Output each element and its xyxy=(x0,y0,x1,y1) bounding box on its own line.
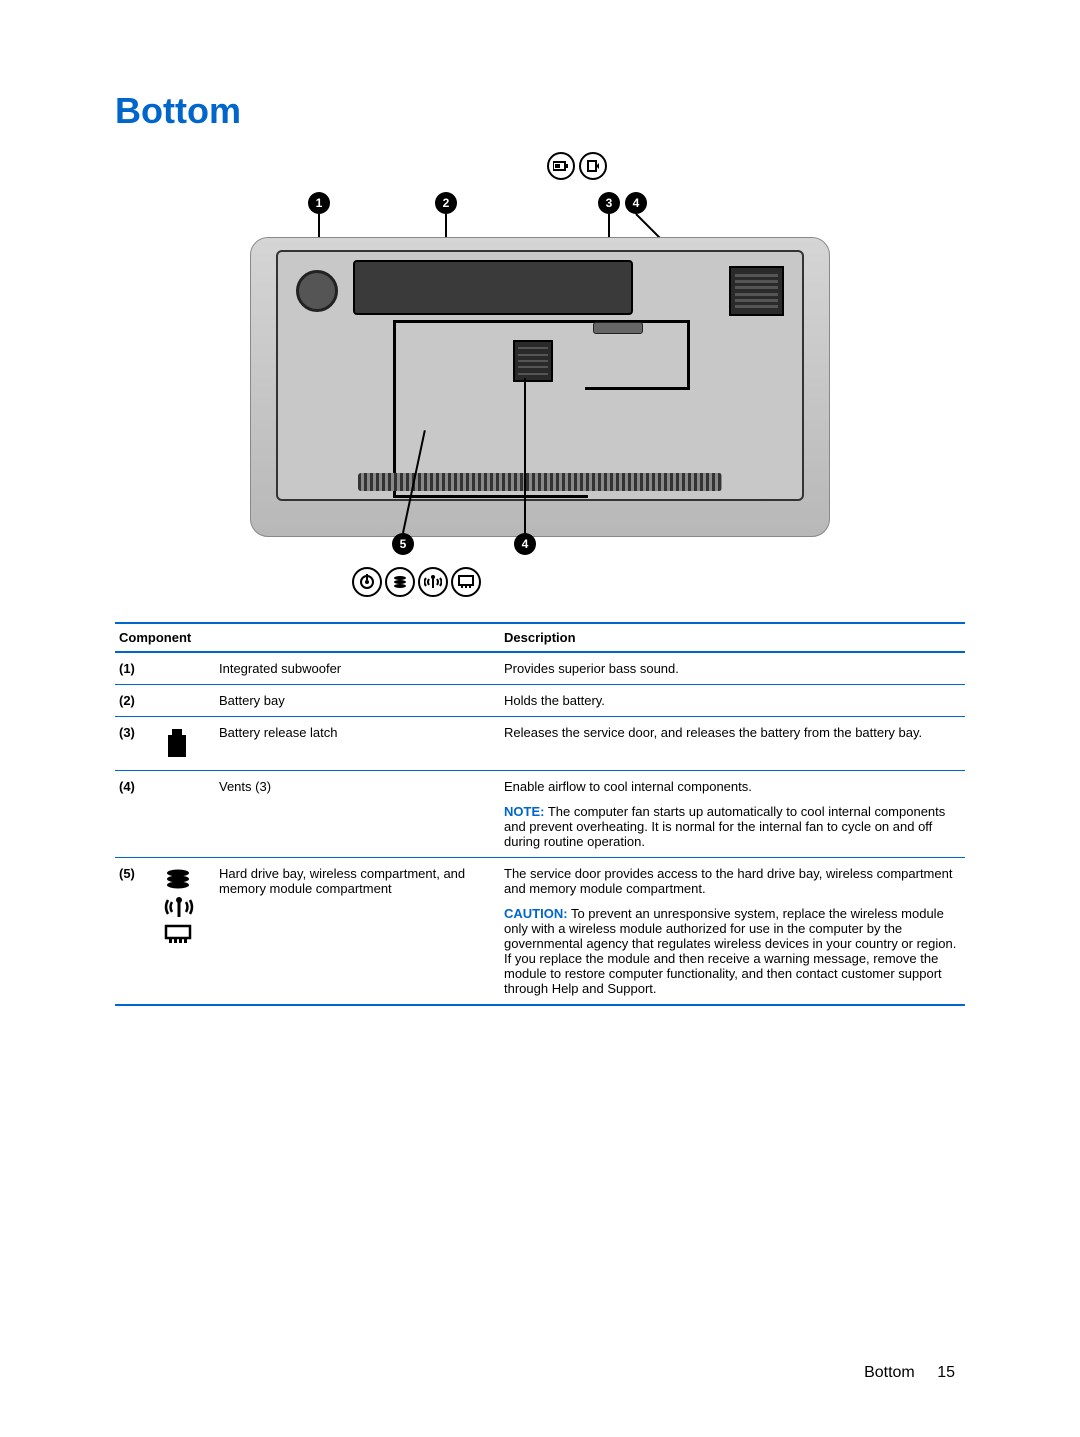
laptop-bottom-diagram: 1 2 3 4 5 4 xyxy=(240,152,840,597)
subwoofer-shape xyxy=(296,270,338,312)
row-component: Battery bay xyxy=(215,685,500,717)
row-description: The service door provides access to the … xyxy=(500,858,965,1006)
compartment-outline xyxy=(393,320,588,498)
component-table: Component Description (1) Integrated sub… xyxy=(115,622,965,1006)
wireless-icon xyxy=(418,567,448,597)
row-description: Provides superior bass sound. xyxy=(500,652,965,685)
table-row: (2) Battery bay Holds the battery. xyxy=(115,685,965,717)
drive-stack-icon xyxy=(385,567,415,597)
callout-line xyxy=(524,378,526,533)
memory-icon xyxy=(451,567,481,597)
laptop-base-panel xyxy=(276,250,804,501)
row-number: (3) xyxy=(115,717,160,771)
row-description: Releases the service door, and releases … xyxy=(500,717,965,771)
drive-stack-icon xyxy=(164,868,211,893)
row-number: (1) xyxy=(115,652,160,685)
row-description: Holds the battery. xyxy=(500,685,965,717)
footer-section: Bottom xyxy=(864,1364,915,1381)
vent-right xyxy=(729,266,784,316)
desc-text: Enable airflow to cool internal componen… xyxy=(504,779,961,794)
page-footer: Bottom 15 xyxy=(864,1364,955,1382)
row-icon-cell xyxy=(160,652,215,685)
note-block: NOTE: The computer fan starts up automat… xyxy=(504,804,961,849)
callout-5: 5 xyxy=(392,533,414,555)
callout-4: 4 xyxy=(625,192,647,214)
battery-latch-icon xyxy=(164,727,211,762)
callout-2: 2 xyxy=(435,192,457,214)
battery-bay-shape xyxy=(353,260,633,315)
bottom-icon-row xyxy=(352,567,481,597)
row-icon-cell xyxy=(160,858,215,1006)
table-header-row: Component Description xyxy=(115,623,965,652)
callout-3: 3 xyxy=(598,192,620,214)
page-title: Bottom xyxy=(115,90,965,132)
row-component: Vents (3) xyxy=(215,771,500,858)
table-row: (4) Vents (3) Enable airflow to cool int… xyxy=(115,771,965,858)
memory-icon xyxy=(164,924,211,947)
row-number: (4) xyxy=(115,771,160,858)
row-component: Integrated subwoofer xyxy=(215,652,500,685)
callout-1: 1 xyxy=(308,192,330,214)
diagram-container: 1 2 3 4 5 4 xyxy=(115,152,965,597)
desc-text: The service door provides access to the … xyxy=(504,866,961,896)
top-icon-row xyxy=(547,152,607,180)
battery-icon xyxy=(547,152,575,180)
vent-center xyxy=(513,340,553,382)
hdd-icon xyxy=(352,567,382,597)
footer-page-number: 15 xyxy=(937,1364,955,1381)
table-row: (3) Battery release latch Releases the s… xyxy=(115,717,965,771)
row-number: (5) xyxy=(115,858,160,1006)
callout-4b: 4 xyxy=(514,533,536,555)
caution-label: CAUTION: xyxy=(504,906,568,921)
note-label: NOTE: xyxy=(504,804,544,819)
header-description: Description xyxy=(500,623,965,652)
table-row: (5) Hard drive bay, wireless compartment… xyxy=(115,858,965,1006)
release-latch-shape xyxy=(593,322,643,334)
note-text: The computer fan starts up automatically… xyxy=(504,804,945,849)
row-icon-cell xyxy=(160,717,215,771)
wireless-icon xyxy=(164,895,211,922)
row-number: (2) xyxy=(115,685,160,717)
caution-text: To prevent an unresponsive system, repla… xyxy=(504,906,956,996)
caution-block: CAUTION: To prevent an unresponsive syst… xyxy=(504,906,961,996)
table-row: (1) Integrated subwoofer Provides superi… xyxy=(115,652,965,685)
header-component: Component xyxy=(115,623,500,652)
row-component: Hard drive bay, wireless compartment, an… xyxy=(215,858,500,1006)
row-icon-cell xyxy=(160,771,215,858)
release-icon xyxy=(579,152,607,180)
row-description: Enable airflow to cool internal componen… xyxy=(500,771,965,858)
laptop-chassis xyxy=(250,237,830,537)
row-icon-cell xyxy=(160,685,215,717)
row-component: Battery release latch xyxy=(215,717,500,771)
